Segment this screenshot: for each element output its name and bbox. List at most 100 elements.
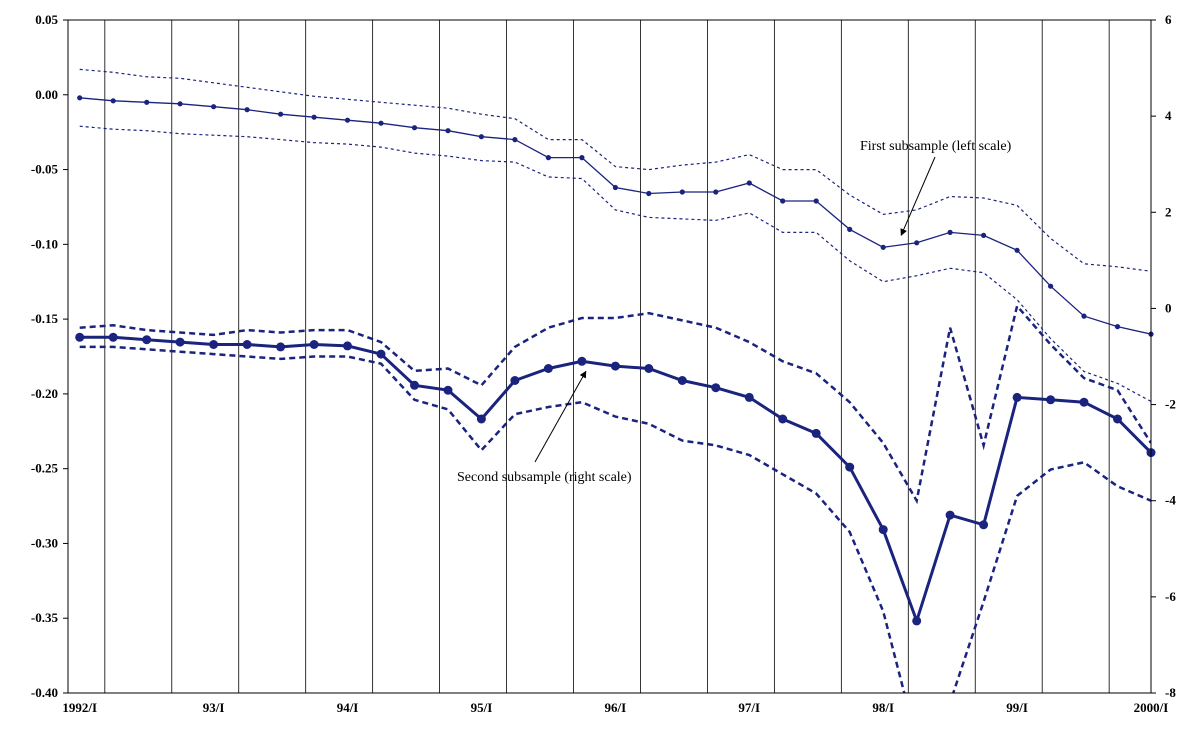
series-1-point xyxy=(543,364,553,373)
series-0-point xyxy=(1081,313,1087,319)
series-1-point xyxy=(811,428,821,438)
series-1-point xyxy=(510,376,520,385)
series-1-point xyxy=(75,332,85,342)
right-tick-label: -4 xyxy=(1165,493,1176,508)
series-1-point xyxy=(711,383,721,393)
series-0-point xyxy=(746,180,752,186)
series-0-point xyxy=(914,240,920,246)
series-1-point xyxy=(175,337,185,347)
left-tick-label: -0.10 xyxy=(31,236,58,251)
right-tick-label: 6 xyxy=(1165,12,1172,27)
right-tick-label: -2 xyxy=(1165,397,1176,412)
series-0-point xyxy=(244,107,250,113)
series-1-point xyxy=(945,510,955,520)
series-0-upper-band xyxy=(79,68,1151,272)
series-0-point xyxy=(1048,283,1054,289)
series-0-point xyxy=(478,134,484,140)
series-1-point xyxy=(644,364,654,373)
series-1-upper-band xyxy=(79,303,1151,505)
series-0-point xyxy=(411,125,418,131)
series-0-lower-band xyxy=(79,125,1151,402)
left-tick-label: -0.05 xyxy=(31,162,59,177)
series-1-point xyxy=(343,341,352,351)
right-tick-label: 2 xyxy=(1165,204,1172,219)
right-tick-label: 4 xyxy=(1165,108,1172,123)
data-series xyxy=(75,95,1156,626)
series-1-point xyxy=(410,380,419,390)
annotation-arrow xyxy=(900,156,936,236)
series-1-point xyxy=(1113,414,1122,424)
series-1-point xyxy=(209,340,219,349)
series-1-point xyxy=(577,356,587,366)
series-0-point xyxy=(612,184,619,191)
series-0-point xyxy=(512,137,518,143)
annotation-second-subsample: Second subsample (right scale) xyxy=(457,470,632,485)
x-tick-label: 93/I xyxy=(203,700,225,715)
left-tick-label: -0.30 xyxy=(31,535,58,550)
right-tick-label: -6 xyxy=(1165,589,1176,604)
series-0-point xyxy=(144,99,150,105)
x-tick-label: 94/I xyxy=(337,700,359,715)
series-0-point xyxy=(311,114,317,120)
plot-frame xyxy=(67,19,1152,694)
series-0-point xyxy=(378,120,384,126)
series-0-point xyxy=(579,155,585,161)
series-0-point xyxy=(981,232,987,238)
series-0-point xyxy=(847,226,853,232)
annotation-first-subsample: First subsample (left scale) xyxy=(860,139,1012,154)
series-0-point xyxy=(1014,247,1020,253)
series-1-point xyxy=(610,361,620,371)
series-1-point xyxy=(1012,392,1022,402)
series-1-point xyxy=(376,349,386,359)
series-1-point xyxy=(443,385,453,395)
left-tick-label: -0.25 xyxy=(31,461,59,476)
left-tick-label: 0.00 xyxy=(35,87,58,102)
series-1-point xyxy=(979,520,989,530)
series-1-point xyxy=(276,342,286,352)
series-1-point xyxy=(108,332,118,342)
series-1-point xyxy=(744,392,754,402)
series-1-point xyxy=(845,462,855,472)
left-tick-label: -0.40 xyxy=(31,685,58,700)
series-0-point xyxy=(813,198,819,204)
right-tick-label: -8 xyxy=(1165,685,1176,700)
confidence-bands xyxy=(79,68,1151,693)
left-tick-label: -0.15 xyxy=(31,311,59,326)
x-tick-label: 1992/I xyxy=(62,700,97,715)
axes: 0.05 0.00 -0.05 -0.10 -0.15 -0.20 -0.25 -0.30 -0… xyxy=(31,12,1176,715)
series-0-point xyxy=(646,190,652,197)
series-1-point xyxy=(912,616,922,626)
series-0-point xyxy=(344,117,351,123)
series-0-point xyxy=(211,104,217,110)
left-tick-label: 0.05 xyxy=(35,12,58,27)
series-0-point xyxy=(713,189,719,195)
series-1-point xyxy=(677,376,687,385)
x-tick-label: 99/I xyxy=(1006,700,1028,715)
series-1-point xyxy=(476,414,486,424)
series-0-point xyxy=(679,189,685,195)
x-tick-label: 2000/I xyxy=(1134,700,1169,715)
x-tick-label: 97/I xyxy=(738,700,760,715)
series-1-point xyxy=(309,340,319,349)
series-0-point xyxy=(780,198,786,204)
series-1-point xyxy=(878,525,888,535)
series-0-point xyxy=(1114,324,1121,330)
series-1-point xyxy=(142,335,152,345)
right-tick-label: 0 xyxy=(1165,300,1172,315)
x-tick-label: 98/I xyxy=(872,700,894,715)
series-0-line xyxy=(79,97,1152,335)
series-1-point xyxy=(1046,395,1056,405)
series-1-point xyxy=(242,340,252,349)
annotation-arrow xyxy=(534,370,587,463)
series-0-point xyxy=(880,244,886,250)
series-0-point xyxy=(77,95,83,101)
series-0-point xyxy=(947,229,953,235)
series-1-lower-band xyxy=(79,345,1151,693)
series-0-point xyxy=(177,101,183,107)
series-1-point xyxy=(1079,397,1089,407)
left-tick-label: -0.20 xyxy=(31,386,58,401)
vertical-gridlines xyxy=(104,20,1110,693)
series-0-point xyxy=(278,111,284,117)
series-0-point xyxy=(545,155,552,161)
